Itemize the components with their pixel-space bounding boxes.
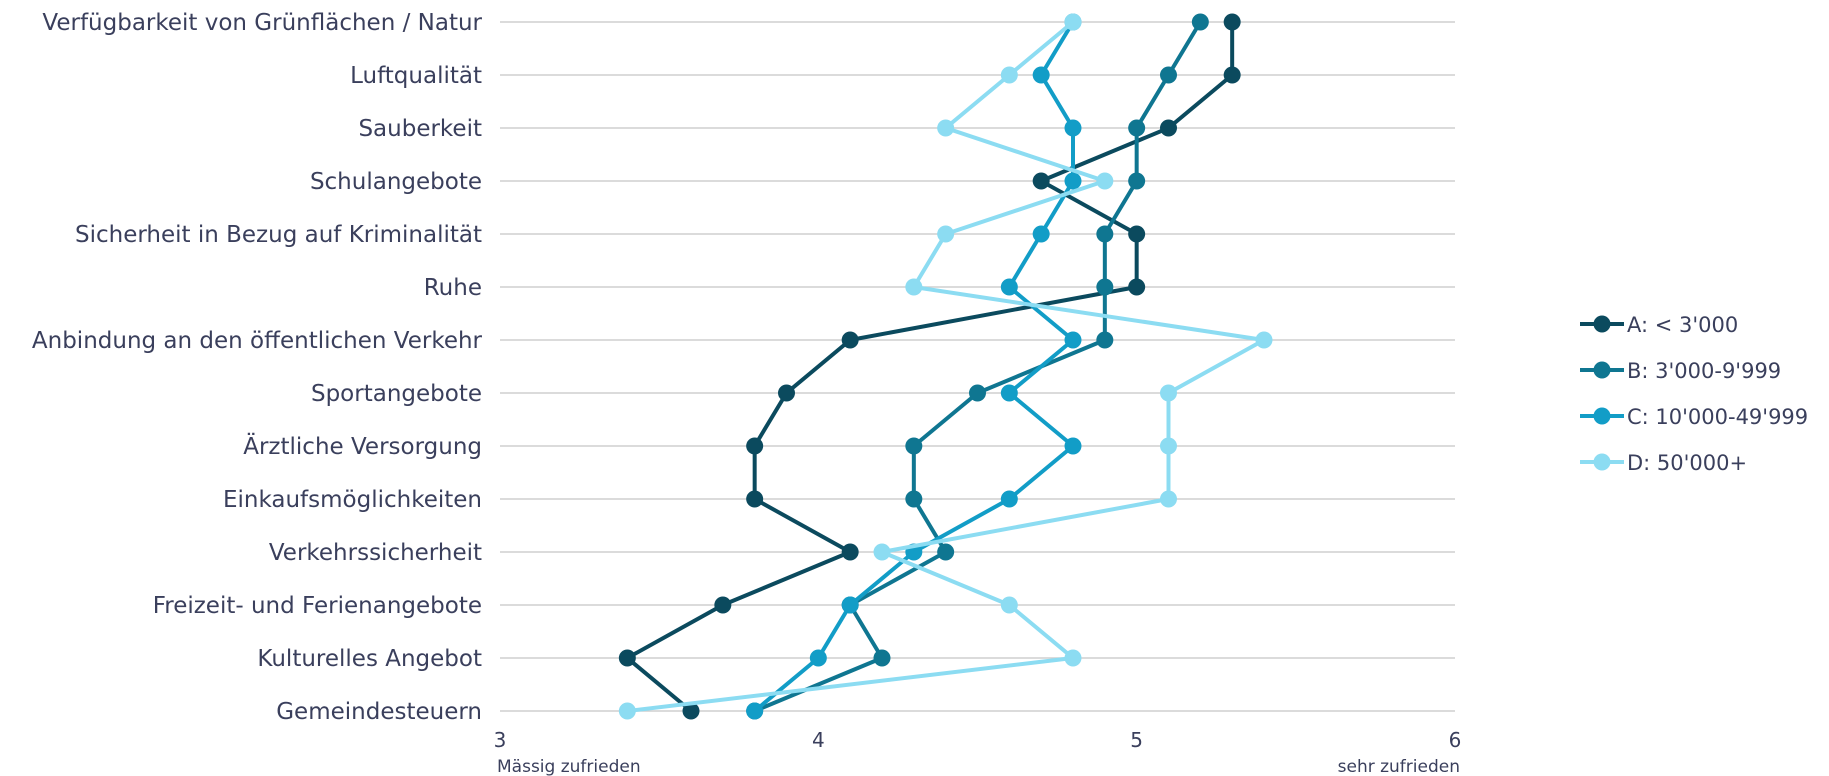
category-labels: Verfügbarkeit von Grünflächen / Natur Luf… xyxy=(32,10,483,725)
series-line xyxy=(625,22,1235,713)
data-point xyxy=(746,437,764,455)
category-label: Luftqualität xyxy=(350,63,482,89)
data-point xyxy=(1096,331,1114,349)
category-label: Freizeit- und Ferienangebote xyxy=(153,593,482,619)
data-point xyxy=(969,384,986,402)
legend-swatch-marker xyxy=(1593,407,1611,425)
data-point xyxy=(937,543,955,561)
legend-item: B: 3'000-9'999 xyxy=(1580,359,1781,383)
x-tick-label: 4 xyxy=(812,728,825,752)
legend-swatch-marker xyxy=(1593,361,1611,379)
series-lines xyxy=(618,13,1273,720)
legend-item: A: < 3'000 xyxy=(1580,313,1738,337)
x-tick-label: 5 xyxy=(1130,728,1143,752)
data-point xyxy=(841,543,859,561)
legend-swatch-marker xyxy=(1593,315,1611,333)
data-point xyxy=(937,119,955,137)
data-point xyxy=(1160,66,1177,84)
data-point xyxy=(1064,649,1082,667)
category-label: Sicherheit in Bezug auf Kriminalität xyxy=(75,222,482,248)
data-point xyxy=(1064,13,1082,31)
data-point xyxy=(1191,13,1209,31)
data-point xyxy=(937,225,955,243)
data-point xyxy=(841,596,859,614)
data-point xyxy=(1000,384,1018,402)
data-point xyxy=(1128,278,1146,296)
legend-label: A: < 3'000 xyxy=(1627,313,1738,337)
legend-item: D: 50'000+ xyxy=(1580,451,1747,475)
category-label: Anbindung an den öffentlichen Verkehr xyxy=(32,328,483,354)
data-point xyxy=(1255,331,1273,349)
data-point xyxy=(746,490,764,508)
data-point xyxy=(1096,278,1114,296)
category-label: Sportangebote xyxy=(311,381,482,407)
data-point xyxy=(1032,225,1050,243)
category-label: Gemeindesteuern xyxy=(276,699,482,725)
data-point xyxy=(1128,119,1146,137)
data-point xyxy=(1000,596,1018,614)
legend-swatch-marker xyxy=(1593,453,1611,471)
data-point xyxy=(618,702,636,720)
data-point xyxy=(1096,225,1114,243)
data-point xyxy=(746,702,764,720)
data-point xyxy=(714,596,732,614)
data-point xyxy=(1064,119,1082,137)
data-point xyxy=(1223,13,1241,31)
category-label: Schulangebote xyxy=(310,169,482,195)
data-point xyxy=(841,331,859,349)
series-line xyxy=(753,20,1075,713)
legend-label: D: 50'000+ xyxy=(1627,451,1747,475)
data-point xyxy=(1223,66,1241,84)
data-point xyxy=(1128,172,1146,190)
x-tick-label: 6 xyxy=(1449,728,1462,752)
data-point xyxy=(778,384,795,402)
legend-label: B: 3'000-9'999 xyxy=(1627,359,1781,383)
data-point xyxy=(1160,119,1177,137)
x-tick-label: 3 xyxy=(494,728,507,752)
data-point xyxy=(1096,172,1114,190)
data-point xyxy=(905,490,923,508)
category-label: Ärztliche Versorgung xyxy=(243,432,482,460)
category-label: Einkaufsmöglichkeiten xyxy=(223,487,482,513)
data-point xyxy=(1032,66,1050,84)
series-d xyxy=(618,13,1273,720)
data-point xyxy=(873,649,891,667)
category-label: Sauberkeit xyxy=(358,116,482,142)
x-axis: Mässig zufrieden sehr zufrieden 3 4 5 6 xyxy=(494,728,1462,776)
category-label: Verkehrssicherheit xyxy=(269,540,482,566)
data-point xyxy=(1000,278,1018,296)
category-label: Verfügbarkeit von Grünflächen / Natur xyxy=(42,10,482,36)
series-a xyxy=(618,13,1241,720)
data-point xyxy=(809,649,827,667)
data-point xyxy=(1000,490,1018,508)
series-line xyxy=(627,20,1266,713)
category-label: Ruhe xyxy=(424,275,482,301)
gridlines xyxy=(500,21,1455,712)
data-point xyxy=(1160,490,1177,508)
series-c xyxy=(746,13,1082,720)
data-point xyxy=(1128,225,1146,243)
legend-item: C: 10'000-49'999 xyxy=(1580,405,1808,429)
data-point xyxy=(1064,331,1082,349)
legend: A: < 3'000 B: 3'000-9'999 C: 10'000-49'999… xyxy=(1580,313,1808,475)
x-axis-low-label: Mässig zufrieden xyxy=(497,757,641,776)
legend-label: C: 10'000-49'999 xyxy=(1627,405,1808,429)
x-axis-high-label: sehr zufrieden xyxy=(1338,757,1460,776)
data-point xyxy=(1032,172,1050,190)
data-point xyxy=(1000,66,1018,84)
category-label: Kulturelles Angebot xyxy=(257,646,482,672)
data-point xyxy=(1160,384,1177,402)
data-point xyxy=(618,649,636,667)
data-point xyxy=(873,543,891,561)
data-point xyxy=(905,278,923,296)
data-point xyxy=(1064,437,1082,455)
data-point xyxy=(1160,437,1177,455)
data-point xyxy=(905,437,923,455)
data-point xyxy=(1064,172,1082,190)
data-point xyxy=(682,702,700,720)
